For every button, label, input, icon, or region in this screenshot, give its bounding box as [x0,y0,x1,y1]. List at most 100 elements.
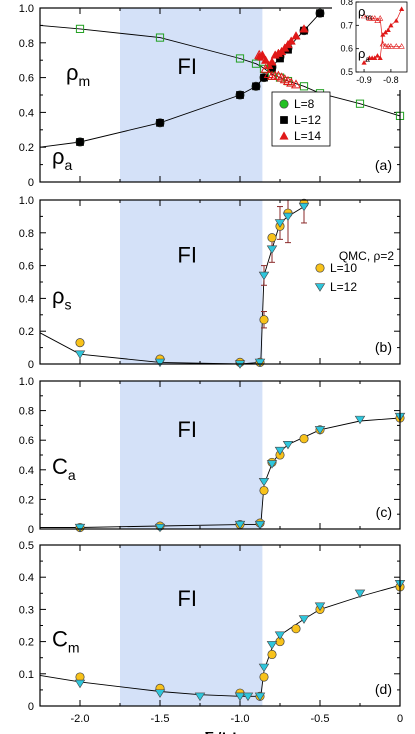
y-tick-label: 1.0 [19,195,34,207]
plot-frame [39,199,401,365]
y-tick-label: 0.4 [19,107,34,119]
y-tick-label: 0.6 [19,435,34,447]
legend-marker [315,263,325,273]
inset-point-open [387,43,395,49]
data-point-l12 [154,358,166,368]
y-tick-label: 0.4 [19,293,34,305]
data-point-l12 [76,138,84,146]
y-tick-label: 0 [28,524,34,536]
panel-label: (a) [375,157,392,173]
data-point-l10 [299,434,309,444]
data-point-open-square [75,24,85,33]
inset-point-filled [382,29,389,35]
fi-region [120,200,263,364]
data-point-l12 [236,91,244,99]
inset-x-tick-label: -0.8 [383,75,399,85]
y-tick-label: 0.1 [19,669,34,681]
curve-label-upper: ρm [66,60,90,89]
y-tick-label: 0 [28,177,34,189]
inset-y-tick-label: 0.5 [340,67,353,77]
data-point-l12 [354,589,366,599]
data-point-l12 [154,689,166,698]
data-point-l10 [259,672,269,682]
fi-label: FI [177,242,197,267]
panel-c: FI 0 0.2 0.4 0.6 0.8 1.0 (c) Ca [19,376,406,536]
data-point-open-triangle [286,77,297,87]
data-point-l12 [274,631,286,640]
inset-label-rho-m: ρm [358,4,372,22]
data-point-l12 [354,415,366,425]
data-point-l14 [291,31,301,40]
y-tick-label: 0.3 [19,604,34,616]
data-point-open-square [355,99,365,108]
fi-region [120,381,263,529]
data-point-l12 [274,219,286,228]
inset-point-filled [380,32,386,37]
fi-label: FI [177,54,197,79]
data-point-l12 [258,663,270,673]
data-point-l12 [298,202,310,212]
y-tick-label: 0 [28,701,34,713]
data-point-l12 [254,358,266,368]
y-tick-label: 1.0 [19,376,34,388]
legend-label: L=12 [294,113,321,127]
data-point-l12 [298,615,310,624]
data-point-open-square [235,54,245,63]
data-point-l12 [254,692,266,702]
data-point-l12 [242,692,254,702]
y-tick-label: 0.6 [19,73,34,85]
fi-label: FI [177,417,197,442]
data-point-l10 [267,649,277,660]
legend-label: L=12 [330,280,357,294]
plot-frame [39,544,401,707]
y-tick-label: 0.4 [19,465,34,477]
legend-label: L=10 [330,261,357,275]
y-tick-label: 0.8 [19,38,34,50]
data-point-open-triangle [260,63,271,73]
x-tick-label: -0.5 [311,713,330,725]
data-point-l12 [154,523,166,533]
y-tick-label: 0.2 [19,142,34,154]
panel-label: (c) [376,504,392,520]
data-point-l10 [291,624,301,634]
annotation: QMC, ρ=2 [339,249,394,263]
x-tick-label: -1.0 [231,713,250,725]
inset-label-rho-a: ρa [358,46,370,64]
data-point-open-square [155,33,165,42]
data-point-l10 [259,315,269,325]
y-tick-label: 0.5 [19,540,34,552]
plot-frame [39,7,401,183]
panel-b: FI 0 0.2 0.4 0.6 0.8 1.0 (b) ρs QMC, ρ=2L=10 L=12 [19,195,401,371]
data-point-open-square [299,82,309,91]
inset-point-filled [361,60,367,65]
inset-x-tick-label: -0.9 [356,75,372,85]
data-point-l14 [286,36,296,45]
y-tick-label: 0.4 [19,572,34,584]
inset: 0.5 0.6 0.7 0.8 -0.9 -0.8 ρm ρa [332,0,411,90]
inset-point-filled [374,53,381,58]
data-point-l12 [266,460,278,469]
inset-frame [355,1,408,73]
inset-y-tick-label: 0.8 [340,0,353,7]
legend-marker [279,131,289,140]
legend-label: L=8 [294,97,315,111]
y-tick-label: 0.8 [19,228,34,240]
data-point-l10 [259,485,269,496]
panel-a: FI00.20.40.60.81.0(a)ρmρaL=8L=12L=140.50… [19,0,411,189]
data-point-open-triangle [290,79,302,89]
data-point-l10 [267,233,277,243]
x-tick-label: -1.5 [151,713,170,725]
y-tick-label: 0.6 [19,261,34,273]
curve-label-lower: Cm [52,626,80,655]
curve-label-lower: Ca [52,454,76,483]
data-point-l12 [316,9,324,18]
inset-point-open [360,12,368,19]
y-tick-label: 0.8 [19,406,34,418]
curve-label-lower: ρa [52,144,73,173]
fi-label: FI [177,586,197,611]
x-axis-label: δ/U [203,728,237,734]
inset-point-filled [372,55,378,60]
data-point-open-square [251,59,261,68]
panel-d: FI 0 0.1 0.2 0.3 0.4 0.5 (d) Cm -2.0 -1.5 -1.0 -0.5 0… [19,540,406,734]
